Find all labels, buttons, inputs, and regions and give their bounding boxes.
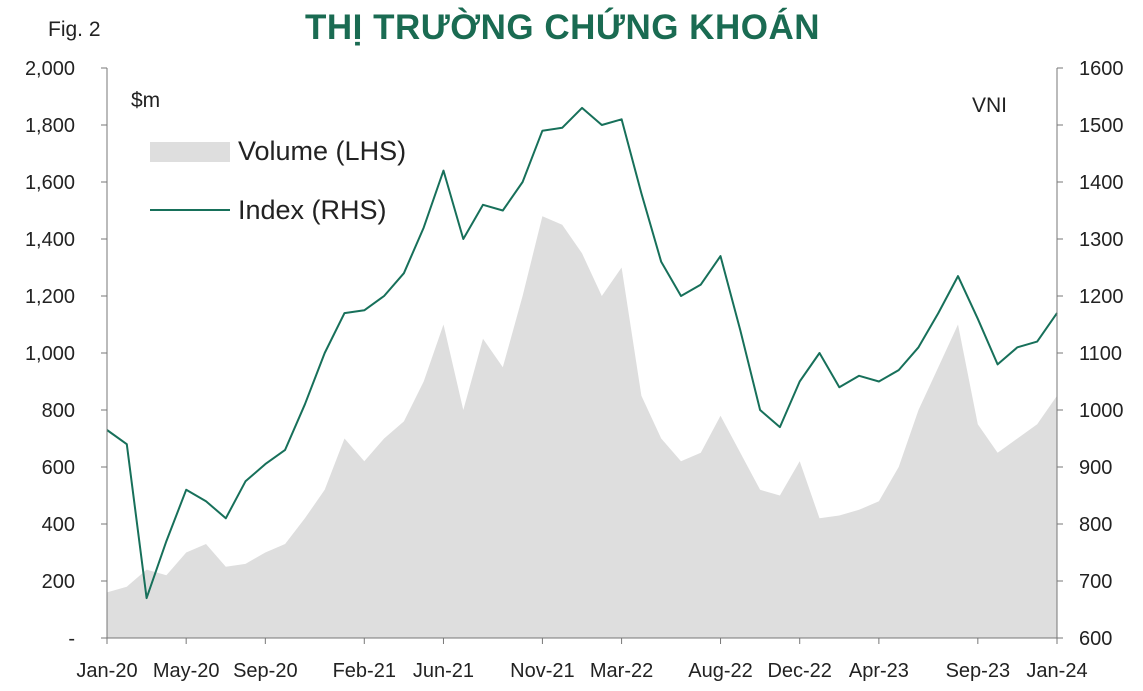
left-tick-label: 1,600 (25, 172, 75, 194)
left-tick-label: 2,000 (25, 58, 75, 80)
x-tick-label: Sep-23 (946, 660, 1011, 682)
x-tick-label: Jan-24 (1026, 660, 1087, 682)
legend-volume-label: Volume (LHS) (238, 136, 406, 166)
legend-index-label: Index (RHS) (238, 195, 387, 225)
right-tick-label: 700 (1079, 571, 1112, 593)
x-tick-label: Mar-22 (590, 660, 653, 682)
left-tick-label: 1,400 (25, 229, 75, 251)
right-tick-label: 1400 (1079, 172, 1124, 194)
x-tick-label: Apr-23 (849, 660, 909, 682)
left-tick-label: 600 (42, 457, 75, 479)
x-tick-label: Aug-22 (688, 660, 753, 682)
right-tick-label: 1300 (1079, 229, 1124, 251)
legend-volume-swatch (150, 142, 230, 162)
right-tick-label: 600 (1079, 628, 1112, 650)
index-line (106, 106, 1058, 600)
right-tick-label: 1600 (1079, 58, 1124, 80)
right-tick-label: 900 (1079, 457, 1112, 479)
right-tick-label: 1200 (1079, 286, 1124, 308)
volume-area (107, 216, 1057, 638)
left-tick-label: 1,000 (25, 343, 75, 365)
x-tick-label: Jan-20 (76, 660, 137, 682)
x-tick-label: May-20 (153, 660, 220, 682)
right-tick-label: 1100 (1079, 343, 1122, 365)
figure-label: Fig. 2 (48, 18, 101, 41)
chart-title: THỊ TRƯỜNG CHỨNG KHOÁN (304, 8, 820, 47)
left-unit-label: $m (131, 89, 160, 112)
right-tick-label: 1000 (1079, 400, 1124, 422)
left-tick-label: 200 (42, 571, 75, 593)
right-tick-label: 800 (1079, 514, 1112, 536)
left-tick-label: 1,200 (25, 286, 75, 308)
right-unit-label: VNI (972, 94, 1007, 117)
right-tick-label: 1500 (1079, 115, 1124, 137)
x-tick-label: Nov-21 (510, 660, 574, 682)
left-tick-label: - (68, 628, 75, 650)
x-tick-label: Jun-21 (413, 660, 474, 682)
left-tick-label: 400 (42, 514, 75, 536)
left-tick-label: 800 (42, 400, 75, 422)
left-tick-label: 1,800 (25, 115, 75, 137)
x-tick-label: Dec-22 (767, 660, 831, 682)
x-tick-label: Feb-21 (333, 660, 396, 682)
x-tick-label: Sep-20 (233, 660, 298, 682)
